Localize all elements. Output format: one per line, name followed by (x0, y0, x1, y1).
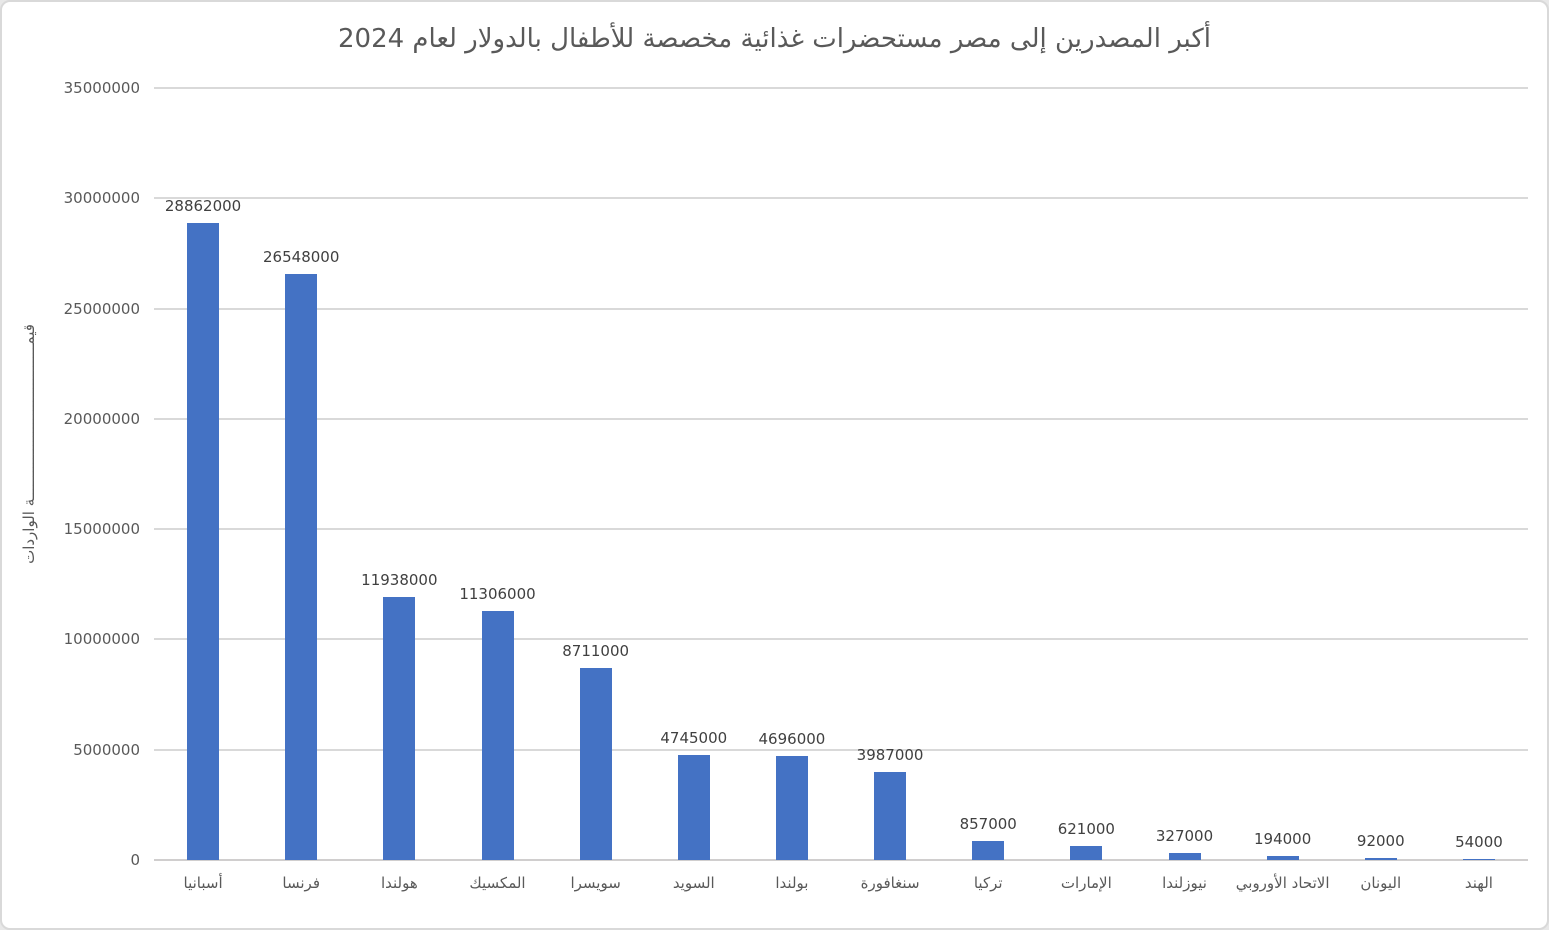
bar-value-label: 3987000 (856, 746, 924, 764)
x-tick-label: الهند (1464, 874, 1493, 892)
bar (383, 597, 416, 860)
gridline (154, 417, 1528, 420)
gridline (154, 748, 1528, 751)
x-tick-label: هولندا (380, 874, 418, 892)
bar-value-label: 8711000 (562, 642, 630, 660)
bar (1364, 858, 1397, 860)
x-tick-label: تركيا (973, 874, 1003, 892)
bar (972, 841, 1005, 860)
bar-value-label: 11306000 (459, 585, 536, 603)
bar-value-label: 92000 (1356, 832, 1405, 850)
y-tick-label: 10000000 (63, 630, 140, 649)
bar (187, 223, 220, 860)
bar (285, 274, 318, 860)
x-tick-label: اليونان (1360, 874, 1402, 892)
bar-value-label: 857000 (959, 815, 1017, 833)
gridline (154, 87, 1528, 89)
x-tick-label: فرنسا (282, 874, 320, 892)
gridline (154, 307, 1528, 310)
x-tick-label: نيوزلندا (1162, 874, 1207, 892)
bar-value-label: 4745000 (660, 729, 728, 747)
bar (481, 611, 514, 860)
bar-value-label: 26548000 (263, 248, 340, 266)
x-tick-label: الاتحاد الأوروبي (1235, 874, 1330, 892)
bar-value-label: 4696000 (758, 730, 826, 748)
bar (1168, 853, 1201, 860)
bar-value-label: 11938000 (361, 571, 438, 589)
y-tick-label: 30000000 (63, 189, 140, 208)
bar (1266, 856, 1299, 860)
bar (1462, 859, 1495, 860)
bar-value-label: 28862000 (164, 197, 242, 215)
y-tick-label: 0 (130, 851, 140, 869)
x-tick-label: سنغافورة (860, 874, 920, 892)
bar-value-label: 194000 (1254, 830, 1312, 848)
bar-value-label: 54000 (1455, 833, 1503, 851)
gridline (154, 638, 1528, 641)
gridline (154, 528, 1528, 531)
bar (874, 772, 907, 860)
bar (677, 755, 710, 860)
x-tick-label: المكسيك (469, 874, 526, 892)
bar (775, 756, 808, 860)
bar (1070, 846, 1103, 860)
y-tick-label: 5000000 (73, 740, 140, 759)
chart-title: أكبر المصدرين إلى مصر مستحضرات غذائية مخ… (337, 24, 1212, 54)
y-tick-label: 25000000 (63, 299, 140, 318)
x-axis-line (154, 859, 1528, 861)
y-tick-label: 35000000 (63, 79, 140, 97)
y-tick-label: 15000000 (63, 520, 140, 539)
bar (579, 668, 612, 860)
x-tick-label: الإمارات (1060, 874, 1112, 892)
x-tick-label: السويد (672, 874, 715, 892)
bar-value-label: 621000 (1057, 820, 1115, 838)
x-tick-label: سويسرا (570, 874, 621, 892)
x-tick-label: أسبانيا (183, 874, 223, 892)
x-tick-label: بولندا (775, 874, 809, 892)
bar-value-label: 327000 (1155, 827, 1214, 845)
y-tick-label: 20000000 (63, 409, 140, 428)
gridline (154, 197, 1528, 200)
